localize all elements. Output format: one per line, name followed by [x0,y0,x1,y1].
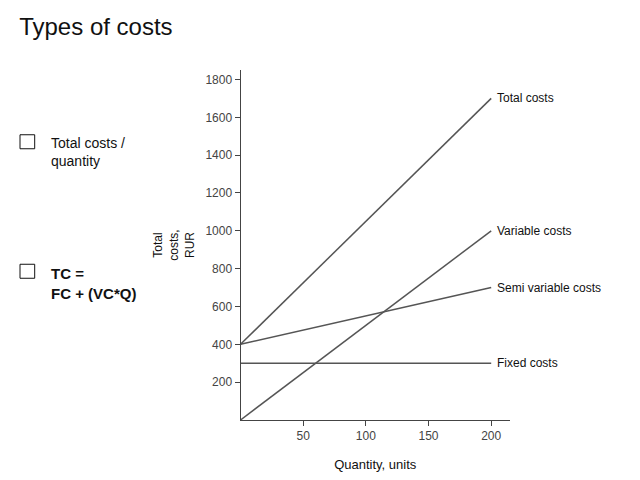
svg-text:400: 400 [212,338,232,352]
svg-text:Total costs: Total costs [497,91,554,105]
svg-text:100: 100 [356,429,376,443]
svg-text:800: 800 [212,262,232,276]
svg-text:200: 200 [212,375,232,389]
svg-text:Totalcosts,RUR: Totalcosts,RUR [151,229,196,260]
svg-text:TC =FC + (VC*Q): TC =FC + (VC*Q) [51,265,136,302]
svg-text:Semi variable costs: Semi variable costs [497,281,601,295]
svg-text:200: 200 [481,429,501,443]
svg-text:Total costs /quantity: Total costs /quantity [51,135,125,169]
svg-text:50: 50 [296,429,310,443]
svg-text:1000: 1000 [205,224,232,238]
svg-text:Variable costs: Variable costs [497,224,571,238]
svg-text:Types of costs: Types of costs [19,13,172,40]
svg-text:1400: 1400 [205,148,232,162]
svg-text:150: 150 [419,429,439,443]
svg-text:1800: 1800 [205,73,232,87]
svg-text:Fixed costs: Fixed costs [497,356,558,370]
svg-text:Quantity, units: Quantity, units [334,457,417,472]
svg-text:1600: 1600 [205,111,232,125]
svg-text:600: 600 [212,300,232,314]
svg-text:1200: 1200 [205,186,232,200]
